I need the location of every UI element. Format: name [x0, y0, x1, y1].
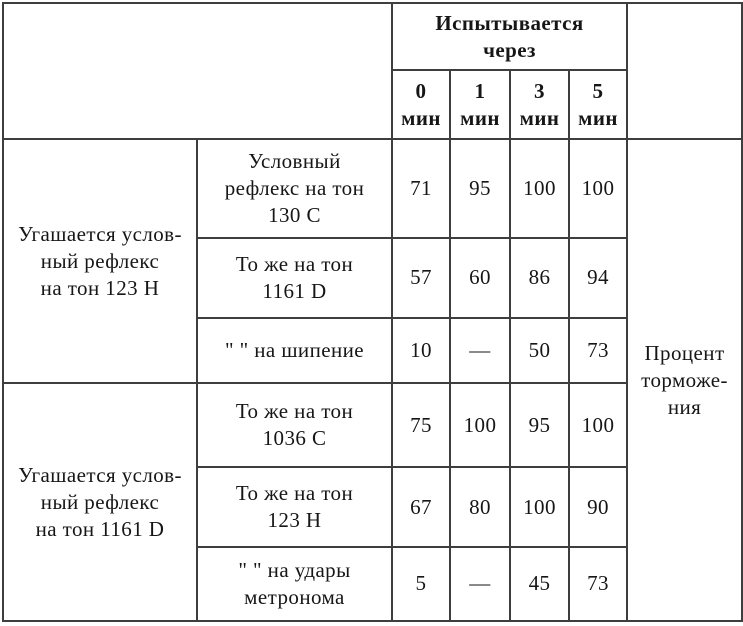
- group-label-ton-123H: Угашается услов- ный рефлекс на тон 123 …: [2, 138, 198, 385]
- value-cell: 5: [391, 545, 451, 623]
- value-cell: —: [449, 545, 511, 623]
- value-cell: 57: [391, 236, 451, 320]
- time-col-header-3min: 3 мин: [509, 69, 570, 141]
- value-cell: 94: [567, 236, 629, 320]
- time-col-header-5min: 5 мин: [567, 69, 629, 141]
- value-cell: 10: [391, 317, 451, 385]
- value-cell: 60: [449, 236, 511, 320]
- value-cell: 73: [567, 545, 629, 623]
- group-label-ton-1161D: Угашается услов- ный рефлекс на тон 1161…: [2, 382, 198, 622]
- stimulus-cell: То же на тон 1036 С: [196, 382, 393, 469]
- value-cell: 45: [509, 545, 570, 623]
- stimulus-cell: То же на тон 1161 D: [196, 236, 393, 320]
- value-cell: 67: [391, 466, 451, 548]
- corner-blank-cell: [2, 1, 393, 141]
- value-cell: 86: [509, 236, 570, 320]
- stimulus-cell: " " на шипение: [196, 317, 393, 385]
- value-cell: 100: [567, 382, 629, 469]
- value-cell: —: [449, 317, 511, 385]
- time-col-header-0min: 0 мин: [391, 69, 451, 141]
- value-cell: 95: [449, 138, 511, 239]
- value-cell: 100: [509, 466, 570, 548]
- time-col-header-1min: 1 мин: [449, 69, 511, 141]
- value-cell: 50: [509, 317, 570, 385]
- value-cell: 75: [391, 382, 451, 469]
- stimulus-cell: Условный рефлекс на тон 130 С: [196, 138, 393, 239]
- value-cell: 71: [391, 138, 451, 239]
- right-column-blank-cell: [626, 1, 743, 141]
- value-cell: 80: [449, 466, 511, 548]
- value-cell: 95: [509, 382, 570, 469]
- value-cell: 73: [567, 317, 629, 385]
- stimulus-cell: То же на тон 123 Н: [196, 466, 393, 548]
- stimulus-cell: " " на удары метронома: [196, 545, 393, 623]
- value-cell: 100: [449, 382, 511, 469]
- value-cell: 100: [567, 138, 629, 239]
- percent-inhibition-label: Процент торможе- ния: [626, 138, 743, 622]
- value-cell: 100: [509, 138, 570, 239]
- tested-after-header: Испытывается через: [390, 1, 629, 72]
- value-cell: 90: [567, 466, 629, 548]
